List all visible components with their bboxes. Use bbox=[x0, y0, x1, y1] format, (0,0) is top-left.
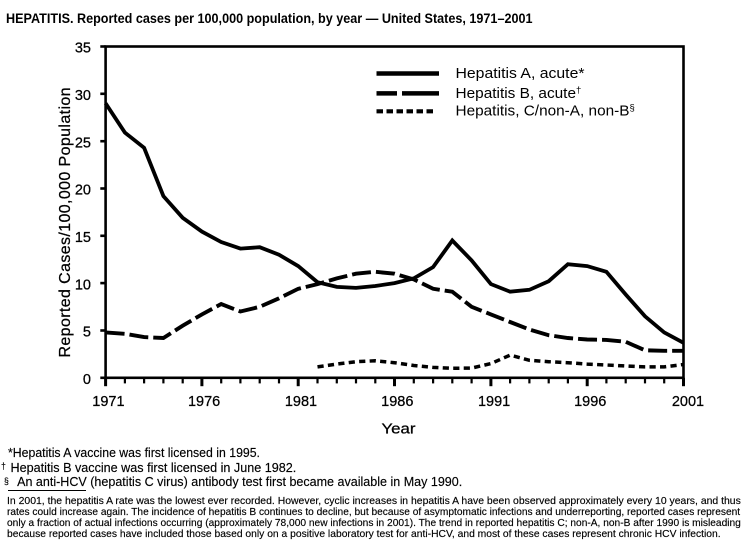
svg-text:Reported Cases/100,000 Populat: Reported Cases/100,000 Population bbox=[57, 87, 74, 358]
svg-text:30: 30 bbox=[75, 88, 91, 104]
svg-text:Year: Year bbox=[382, 421, 416, 438]
svg-text:25: 25 bbox=[75, 135, 91, 151]
svg-text:35: 35 bbox=[75, 41, 91, 57]
svg-text:1976: 1976 bbox=[188, 394, 220, 410]
svg-text:5: 5 bbox=[83, 325, 91, 341]
svg-text:1991: 1991 bbox=[478, 394, 510, 410]
svg-text:10: 10 bbox=[75, 277, 91, 293]
svg-text:1986: 1986 bbox=[381, 394, 413, 410]
svg-text:0: 0 bbox=[83, 372, 91, 388]
svg-text:1971: 1971 bbox=[92, 394, 124, 410]
svg-text:15: 15 bbox=[75, 230, 91, 246]
svg-text:20: 20 bbox=[75, 183, 91, 199]
svg-text:1996: 1996 bbox=[574, 394, 606, 410]
svg-text:1981: 1981 bbox=[285, 394, 317, 410]
svg-text:Hepatitis B, acute†: Hepatitis B, acute† bbox=[456, 85, 582, 102]
svg-text:Hepatitis A, acute*: Hepatitis A, acute* bbox=[456, 65, 585, 82]
svg-text:2001: 2001 bbox=[672, 394, 704, 410]
svg-text:Hepatitis, C/non-A, non-B§: Hepatitis, C/non-A, non-B§ bbox=[456, 102, 635, 119]
